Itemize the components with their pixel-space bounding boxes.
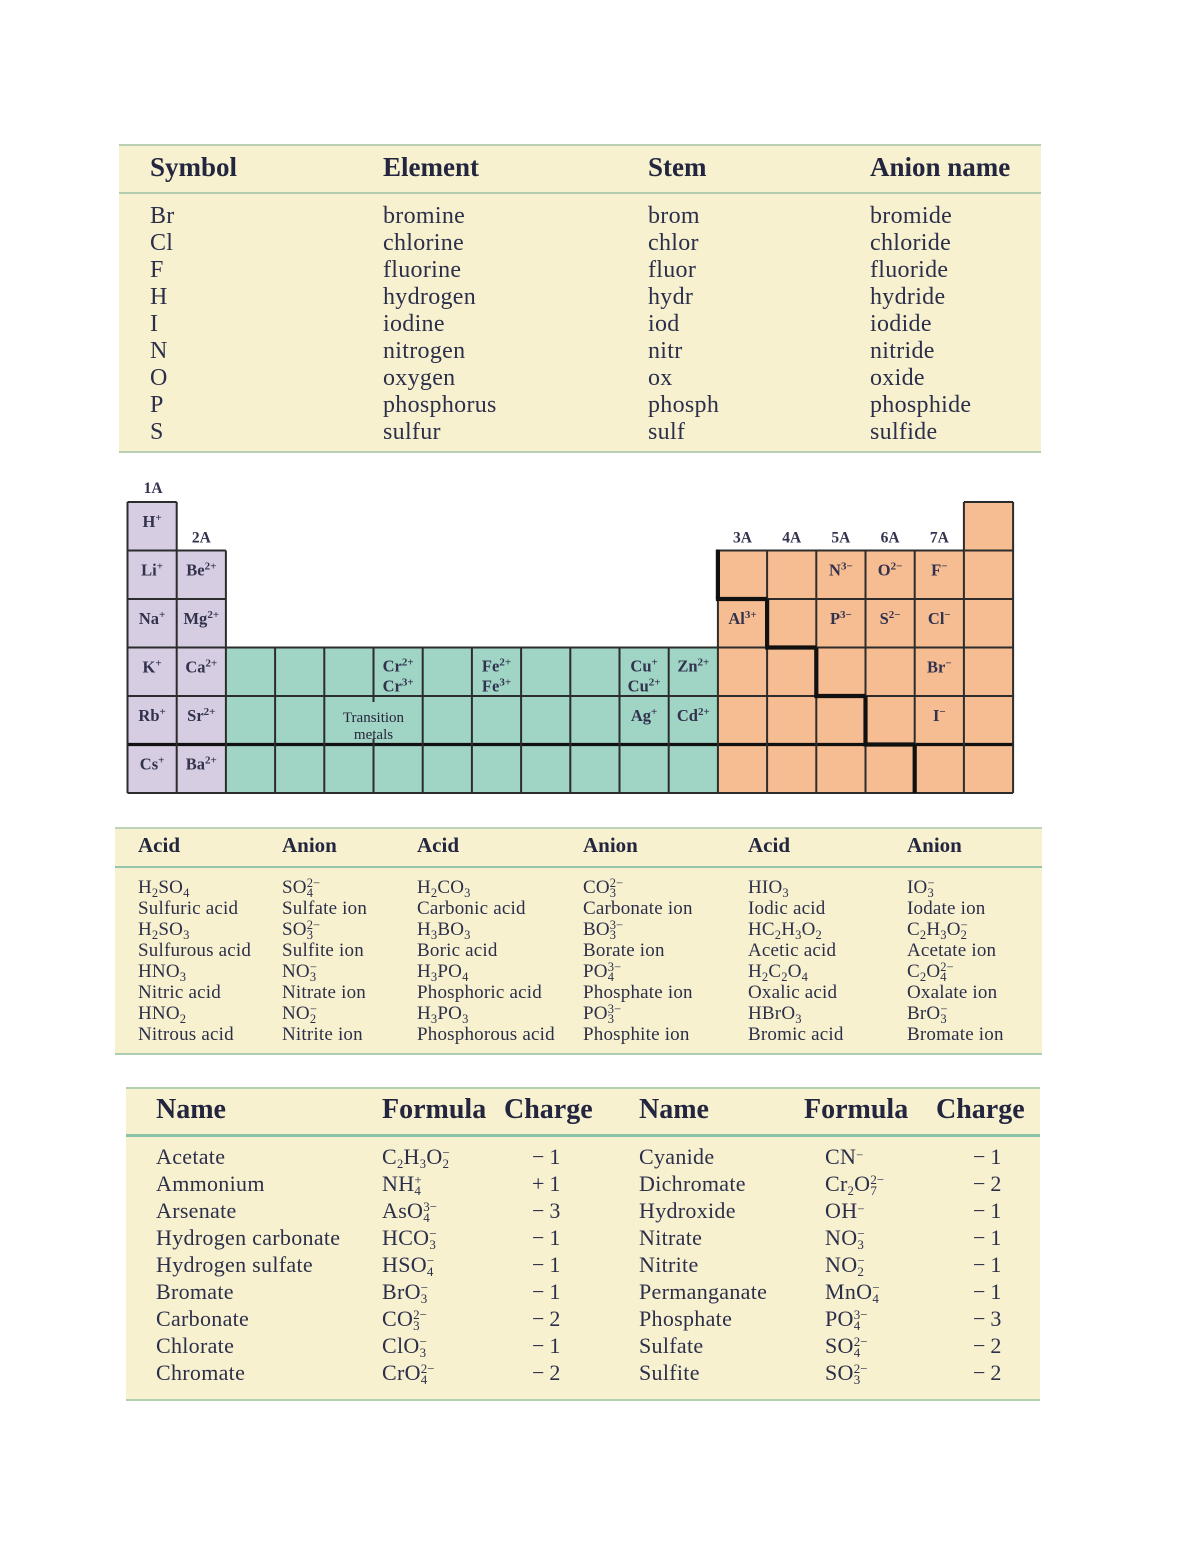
- svg-text:2A: 2A: [192, 530, 212, 547]
- svg-text:metals: metals: [354, 727, 393, 743]
- svg-text:Cu+: Cu+: [630, 657, 657, 676]
- svg-text:1A: 1A: [144, 480, 164, 497]
- svg-text:Transition: Transition: [343, 710, 405, 726]
- svg-text:Ag+: Ag+: [631, 706, 657, 725]
- svg-text:6A: 6A: [881, 530, 901, 547]
- svg-text:Rb+: Rb+: [138, 706, 165, 725]
- svg-text:3A: 3A: [733, 530, 753, 547]
- svg-text:7A: 7A: [930, 530, 950, 547]
- svg-text:5A: 5A: [831, 530, 851, 547]
- svg-text:4A: 4A: [782, 530, 802, 547]
- svg-text:Na+: Na+: [139, 609, 165, 628]
